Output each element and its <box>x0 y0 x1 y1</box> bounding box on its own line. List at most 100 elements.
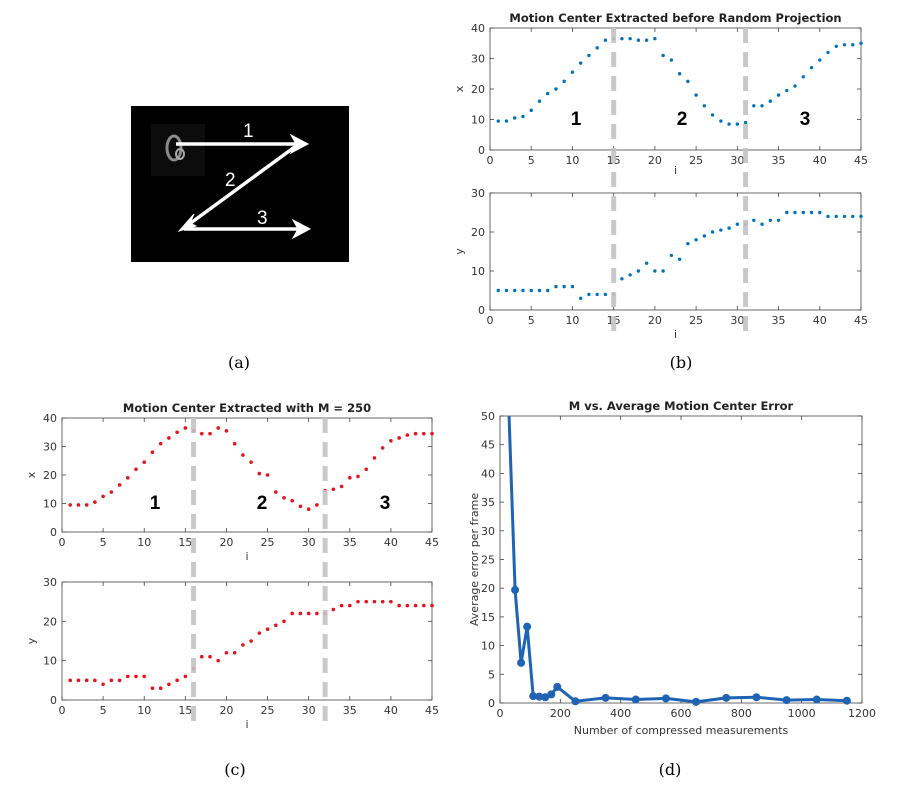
error-data-point <box>553 682 562 691</box>
data-point <box>224 429 229 433</box>
panel-c-top-plot: 0 5 10 15 20 25 30 35 40 45 0 10 20 30 40 i x Motion Cent… <box>25 401 439 563</box>
x-tick-label: 5 <box>528 154 535 167</box>
data-point <box>776 93 781 97</box>
y-tick-label: 20 <box>481 582 495 595</box>
x-tick-label: 20 <box>648 314 662 327</box>
data-point <box>834 44 838 48</box>
data-point <box>380 446 385 450</box>
data-point <box>389 439 393 443</box>
data-point <box>183 426 188 430</box>
y-tick-label: 30 <box>471 53 485 66</box>
panel-d-plot: 0 200 400 600 800 1000 1200 0 5 10 15 20 25 30 35 40 45 5… <box>468 399 876 737</box>
data-point <box>134 467 138 472</box>
data-point <box>760 222 764 226</box>
data-point <box>389 599 393 604</box>
data-point <box>117 483 122 487</box>
x-tick-label: 35 <box>772 154 786 167</box>
data-point <box>842 43 847 47</box>
data-point <box>372 599 377 604</box>
error-data-point <box>782 696 791 705</box>
data-point <box>265 473 270 477</box>
data-point <box>702 234 707 238</box>
data-point <box>793 84 797 88</box>
x-tick-label: 15 <box>178 536 192 549</box>
data-point <box>347 603 352 608</box>
data-point <box>851 214 855 219</box>
y-tick-label: 30 <box>481 525 495 538</box>
data-point <box>669 58 674 62</box>
error-data-point <box>547 690 556 699</box>
data-point <box>93 500 97 504</box>
x-tick-label: 35 <box>343 536 357 549</box>
data-point <box>537 99 542 103</box>
caption-b: (b) <box>670 353 693 372</box>
x-tick-label: 40 <box>813 154 827 167</box>
data-point <box>562 79 566 84</box>
x-tick-label: 30 <box>302 536 316 549</box>
data-point <box>199 431 204 436</box>
x-tick-label: 10 <box>565 314 579 327</box>
data-point <box>364 599 369 604</box>
data-point <box>644 38 649 42</box>
y-tick-label: 20 <box>471 83 485 96</box>
error-data-point <box>541 693 550 702</box>
data-point <box>851 43 855 47</box>
segment-label-3: 3 <box>380 493 391 514</box>
error-data-point <box>722 693 731 702</box>
data-point <box>76 678 81 683</box>
data-point <box>570 284 575 289</box>
data-point <box>826 214 830 219</box>
x-tick-label: 40 <box>384 536 398 549</box>
y-tick-label: 0 <box>478 304 485 317</box>
y-tick-label: 10 <box>43 498 57 511</box>
error-data-point <box>692 697 701 706</box>
data-point <box>578 296 583 300</box>
segment-label-3: 3 <box>800 109 811 130</box>
error-data-point <box>631 695 640 704</box>
x-tick-label: 10 <box>565 154 579 167</box>
caption-d: (d) <box>659 760 682 779</box>
x-tick-label: 0 <box>497 707 504 720</box>
data-point <box>595 292 599 297</box>
data-point <box>224 651 229 655</box>
error-data-point <box>523 622 532 631</box>
data-point <box>290 498 295 503</box>
data-point <box>686 242 690 246</box>
digit-blob <box>165 134 183 162</box>
data-point <box>175 678 179 683</box>
data-point <box>546 288 550 293</box>
y-axis-label: y <box>453 248 466 255</box>
data-point <box>117 678 122 683</box>
data-point <box>339 484 344 489</box>
y-axis-label: x <box>453 85 466 92</box>
y-tick-label: 30 <box>43 576 57 589</box>
data-point <box>644 261 649 265</box>
data-point <box>273 490 278 494</box>
data-point <box>364 467 369 472</box>
data-point <box>628 273 632 277</box>
x-tick-label: 45 <box>425 536 439 549</box>
data-point <box>175 430 179 435</box>
digit-blob-inner <box>175 148 185 160</box>
data-point <box>273 623 278 628</box>
y-axis-label: y <box>25 637 38 644</box>
caption-c: (c) <box>224 760 245 779</box>
data-point <box>199 654 204 659</box>
y-tick-label: 5 <box>488 668 495 681</box>
data-point <box>397 436 401 440</box>
x-tick-label: 45 <box>854 314 868 327</box>
x-tick-label: 40 <box>813 314 827 327</box>
data-point <box>620 36 624 41</box>
y-tick-label: 0 <box>50 526 57 539</box>
x-tick-label: 20 <box>219 536 233 549</box>
data-point <box>84 678 89 683</box>
x-axis-label: i <box>674 328 677 341</box>
y-tick-label: 30 <box>43 441 57 454</box>
x-tick-label: 35 <box>772 314 786 327</box>
data-point <box>125 674 130 679</box>
data-point <box>603 38 608 42</box>
data-point <box>727 226 731 230</box>
data-point <box>578 61 583 65</box>
panel-c-bottom-plot: 0 5 10 15 20 25 30 35 40 45 0 10 20 30 i y <box>25 576 439 731</box>
